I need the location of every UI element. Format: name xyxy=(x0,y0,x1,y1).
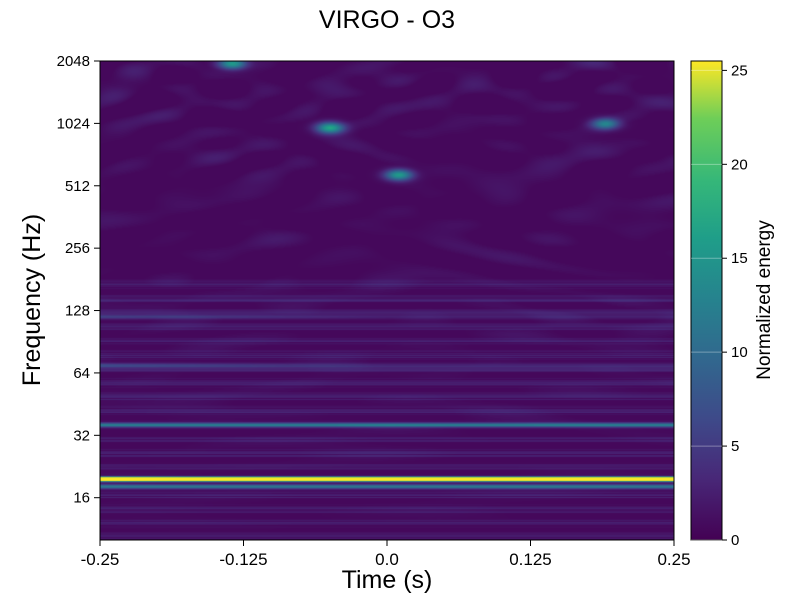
y-tick-label: 2048 xyxy=(57,53,90,70)
x-tick-label: 0.25 xyxy=(657,550,690,569)
x-tick-label: -0.25 xyxy=(81,550,120,569)
colorbar-tick-label: 5 xyxy=(731,438,739,455)
colorbar-tick-label: 15 xyxy=(731,250,748,267)
y-tick-label: 512 xyxy=(65,178,90,195)
y-tick-label: 64 xyxy=(73,365,90,382)
spectrogram-heatmap xyxy=(100,61,674,540)
chart-title: VIRGO - O3 xyxy=(319,6,455,34)
x-axis-label: Time (s) xyxy=(342,566,433,594)
y-tick-label: 32 xyxy=(73,427,90,444)
colorbar-tick-label: 10 xyxy=(731,344,748,361)
y-axis: 16 32 64 128 256 512 1024 2048 xyxy=(57,53,100,507)
colorbar-tick-label: 0 xyxy=(731,532,739,549)
colorbar-tick-label: 25 xyxy=(731,62,748,79)
colorbar-tick-label: 20 xyxy=(731,156,748,173)
x-tick-label: 0.125 xyxy=(509,550,552,569)
y-tick-label: 256 xyxy=(65,240,90,257)
y-axis-label: Frequency (Hz) xyxy=(18,214,46,386)
y-tick-label: 16 xyxy=(73,490,90,507)
x-tick-label: 0.0 xyxy=(375,550,399,569)
colorbar-label: Normalized energy xyxy=(754,220,775,380)
colorbar-scale xyxy=(690,60,723,541)
x-tick-label: -0.125 xyxy=(219,550,267,569)
x-axis: -0.25 -0.125 0.0 0.125 0.25 xyxy=(81,540,691,569)
colorbar: 0 5 10 15 20 25 Normalized energy xyxy=(690,60,775,549)
y-tick-label: 128 xyxy=(65,303,90,320)
y-tick-label: 1024 xyxy=(57,115,90,132)
plot-area xyxy=(99,60,675,541)
